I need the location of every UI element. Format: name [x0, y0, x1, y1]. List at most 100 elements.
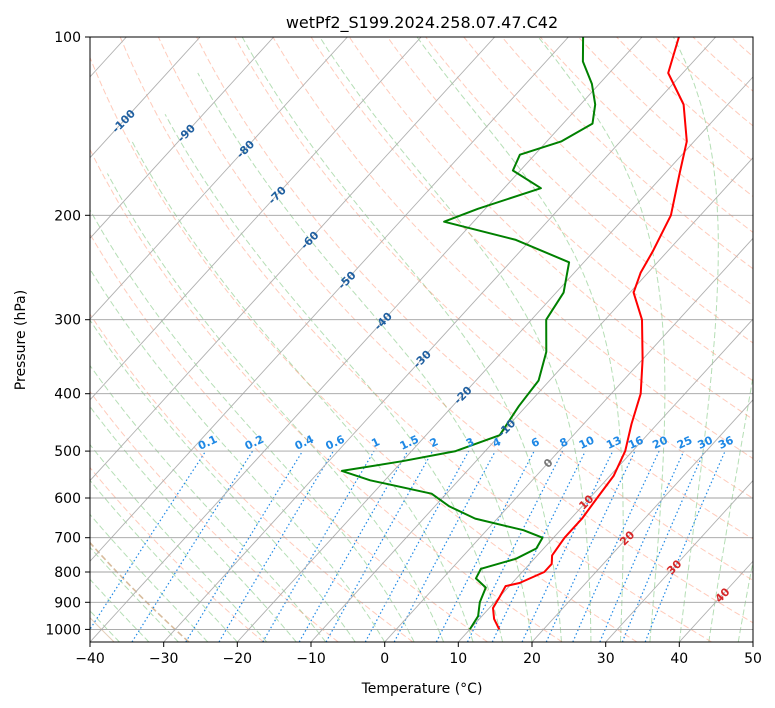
x-tick-label: −40	[75, 651, 105, 667]
plot-area: 0.1 0.2 0.4 0.6 1 1.5 2 3 4 6 8 10 13 16 20 25 30 36-100-…	[90, 37, 775, 642]
mixing-ratio-label: 0.1	[196, 433, 219, 453]
mixing-ratio-label: 10	[577, 433, 597, 451]
isotherm-line	[605, 479, 753, 642]
dry-adiabat-line	[272, 37, 753, 499]
dry-adiabat-line	[578, 37, 753, 198]
x-tick-label: −30	[149, 651, 179, 667]
mixing-ratio-line	[572, 450, 660, 642]
moist-adiabat-line	[537, 37, 666, 642]
isotherm-line	[90, 37, 496, 482]
x-tick-label: 50	[744, 651, 762, 667]
dry-adiabat-line	[90, 466, 264, 642]
x-tick-label: −10	[296, 651, 326, 667]
mixing-ratio-label: 16	[626, 433, 646, 451]
moist-adiabat-line	[708, 374, 753, 642]
moist-adiabat-line	[737, 559, 753, 642]
dry-adiabat-line	[348, 37, 753, 420]
dry-adiabat-line	[387, 37, 753, 382]
x-tick-label: 10	[449, 651, 467, 667]
moist-adiabat-line	[416, 37, 624, 642]
moist-adiabat-line	[90, 479, 238, 642]
isotherm-line	[457, 318, 753, 642]
y-tick-label: 500	[54, 444, 81, 460]
dry-adiabat-line	[90, 233, 488, 642]
dry-adiabat-line	[425, 37, 753, 344]
x-tick-label: 0	[380, 651, 389, 667]
mixing-ratio-label: 8	[558, 435, 570, 450]
mixing-ratio-label: 36	[716, 433, 736, 451]
pressure-gridlines	[90, 37, 753, 630]
isotherm-line	[90, 37, 643, 642]
moist-adiabat-line	[90, 268, 386, 642]
moist-adiabat-line	[241, 37, 562, 642]
isotherm-line	[752, 641, 753, 642]
isotherm-line	[531, 399, 753, 642]
moist-adiabat-line	[90, 209, 415, 642]
mixing-ratio-line	[364, 450, 470, 642]
x-tick-label: 30	[597, 651, 615, 667]
mixing-ratio-line	[491, 450, 586, 642]
moist-adiabat-line	[164, 113, 503, 642]
axes: −40 −30 −20 −10 0 10 20 30 40 5010020030040050060…	[45, 30, 762, 667]
mixing-ratio-line	[185, 450, 304, 642]
plot-frame	[89, 36, 754, 643]
moist-adiabat-line	[90, 364, 327, 642]
dry-adiabat-line	[234, 37, 753, 540]
isotherm-line	[90, 37, 569, 562]
y-tick-label: 900	[54, 595, 81, 611]
y-tick-label: 300	[54, 313, 81, 329]
isotherm-line	[90, 37, 348, 320]
mixing-ratio-lines	[90, 450, 726, 642]
y-tick-label: 200	[54, 208, 81, 224]
x-tick-label: 40	[670, 651, 688, 667]
mixing-ratio-label: 20	[650, 433, 670, 451]
mixing-ratio-line	[262, 450, 375, 642]
mixing-ratio-label: 30	[696, 433, 716, 451]
mixing-ratio-line	[298, 450, 409, 642]
mixing-ratio-label: 13	[604, 434, 623, 452]
moist-adiabat-line	[90, 513, 209, 642]
mixing-ratio-line	[218, 450, 334, 642]
isotherm-line	[236, 76, 753, 642]
mixing-ratio-label: 0.2	[243, 433, 266, 453]
dry-adiabat-line	[501, 37, 753, 270]
moist-adiabat-line	[106, 173, 445, 642]
y-tick-label: 800	[54, 565, 81, 581]
mixing-ratio-line	[545, 450, 636, 642]
mixing-ratio-line	[325, 450, 434, 642]
x-tick-label: −20	[223, 651, 253, 667]
x-tick-label: 20	[523, 651, 541, 667]
moist-adiabat-line	[90, 578, 150, 642]
y-tick-label: 700	[54, 531, 81, 547]
y-tick-label: 1000	[45, 622, 81, 638]
mixing-ratio-line	[131, 450, 254, 642]
mixing-ratio-line	[621, 450, 705, 642]
skewed-isotherms	[90, 37, 753, 642]
dry-adiabat-line	[654, 37, 753, 127]
dry-adiabat-line	[157, 37, 753, 624]
mixing-ratio-line	[466, 450, 564, 642]
isotherm-line	[90, 37, 422, 401]
mixing-ratio-label: 25	[675, 434, 694, 452]
isotherm-line	[310, 156, 753, 642]
dry-adiabat-line	[90, 56, 638, 642]
moist-adiabat-line	[197, 72, 533, 642]
mixing-ratio-line	[644, 450, 726, 642]
mixing-ratio-label: 2	[428, 435, 440, 450]
y-tick-label: 600	[54, 491, 81, 507]
chart-title: wetPf2_S199.2024.258.07.47.C42	[286, 13, 558, 33]
y-axis-label: Pressure (hPa)	[13, 290, 29, 390]
mixing-ratio-line	[521, 450, 614, 642]
dry-adiabat-line	[90, 390, 339, 642]
dry-adiabat-line	[90, 148, 563, 642]
moist-adiabat-line	[90, 546, 179, 642]
moist-adiabat-line	[90, 610, 120, 642]
mixing-ratio-label: 1	[369, 435, 381, 450]
moist-adiabat-line	[90, 405, 297, 642]
moist-adiabat-line	[768, 37, 775, 642]
mixing-ratio-label: 1.5	[398, 433, 421, 453]
moist-adiabat-line	[672, 37, 719, 642]
mixing-ratio-label: 0.6	[324, 433, 347, 453]
mixing-ratio-line	[393, 450, 496, 642]
moist-adiabats	[90, 37, 775, 642]
